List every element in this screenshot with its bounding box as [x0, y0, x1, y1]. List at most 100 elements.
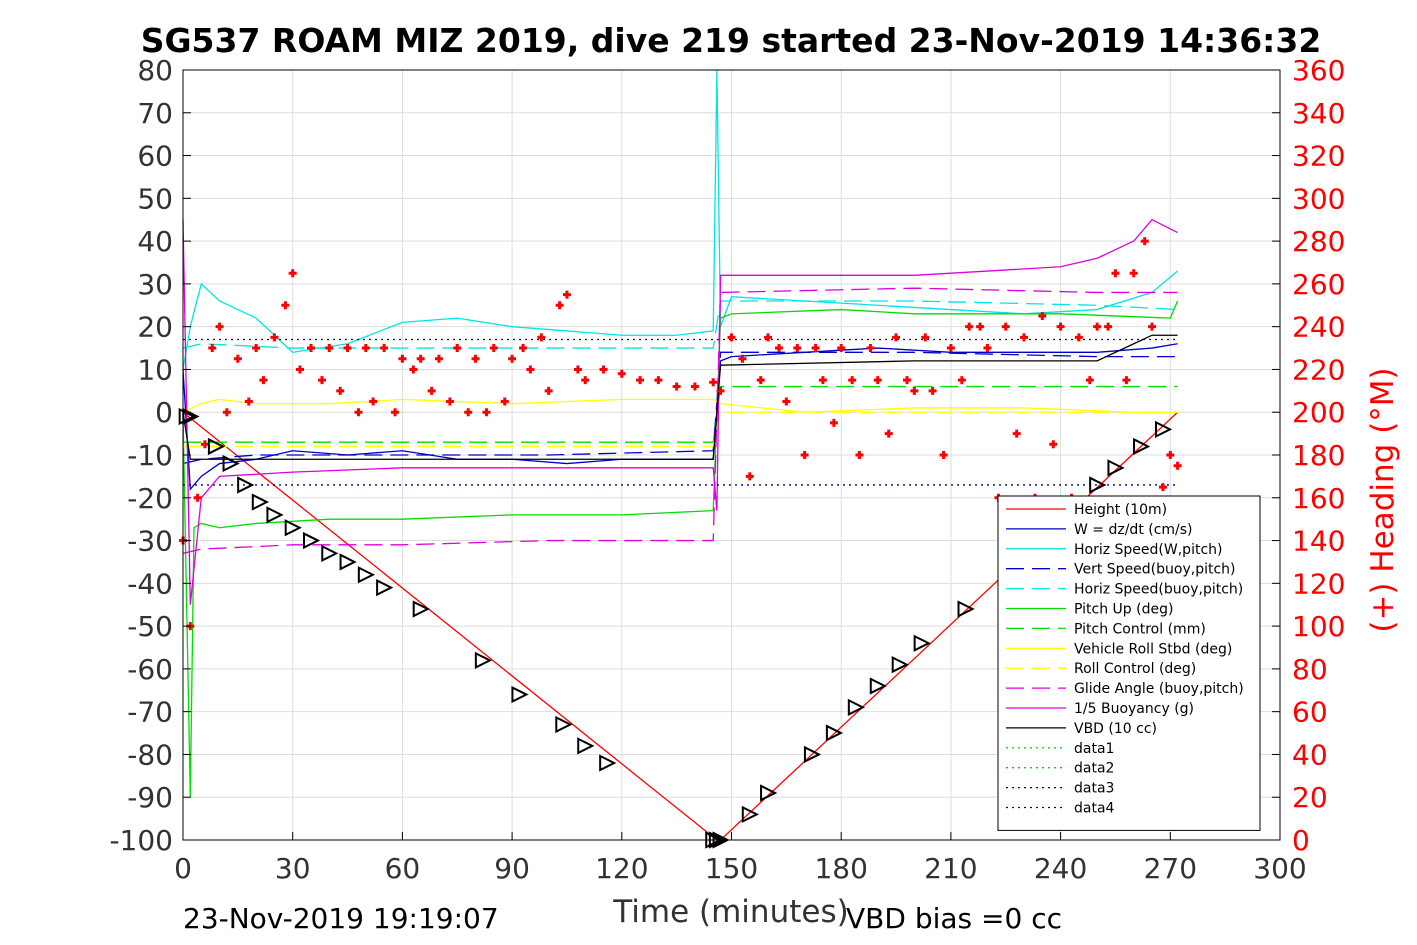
legend-label: data2: [1074, 761, 1114, 777]
y-tick-label: -10: [127, 439, 173, 472]
y2-tick-label: 300: [1292, 182, 1345, 215]
heading-point: [317, 376, 326, 385]
y2-tick-label: 100: [1292, 610, 1345, 643]
heading-point: [208, 344, 217, 353]
y2-tick-label: 120: [1292, 567, 1345, 600]
heading-point: [508, 354, 517, 363]
heading-point: [336, 386, 345, 395]
heading-point: [829, 418, 838, 427]
series-line: [183, 411, 1178, 448]
heading-point: [599, 365, 608, 374]
x-tick-label: 30: [275, 852, 311, 885]
pressure-sample-point: [869, 677, 888, 695]
legend-label: W = dz/dt (cm/s): [1074, 522, 1193, 538]
heading-point: [1129, 269, 1138, 278]
y2-tick-label: 140: [1292, 525, 1345, 558]
heading-point: [306, 344, 315, 353]
heading-point: [636, 376, 645, 385]
heading-point: [222, 408, 231, 417]
heading-point: [1093, 322, 1102, 331]
heading-point: [270, 333, 279, 342]
series-line: [182, 69, 1179, 370]
pressure-sample-point: [1133, 437, 1151, 456]
pressure-sample-point: [302, 531, 321, 550]
heading-point: [1158, 483, 1167, 492]
heading-point: [848, 376, 857, 385]
heading-point: [837, 344, 846, 353]
heading-point: [855, 451, 864, 459]
x-tick-label: 180: [814, 852, 867, 885]
y-tick-label: -20: [127, 482, 173, 515]
heading-point: [957, 376, 966, 385]
heading-point: [928, 386, 937, 395]
heading-point: [193, 493, 202, 502]
pressure-sample-point: [913, 634, 931, 652]
legend-label: VBD (10 cc): [1074, 721, 1157, 737]
y2-tick-label: 240: [1292, 311, 1345, 344]
y-tick-label: 70: [137, 97, 173, 130]
y2-tick-label: 320: [1292, 140, 1345, 173]
series-line: [183, 385, 1178, 443]
heading-point: [709, 378, 718, 387]
series-line: [182, 398, 1178, 413]
y-tick-labels-right: 0 20 40 60 80 100 120 140 160 180 200 220 240 260 280 3…: [1272, 54, 1345, 857]
heading-point: [1173, 461, 1182, 470]
legend-label: data1: [1074, 741, 1114, 757]
heading-point: [288, 269, 297, 278]
legend-box: [997, 495, 1261, 831]
y-tick-label: -90: [127, 781, 173, 814]
heading-point: [672, 382, 681, 391]
heading-point: [200, 440, 209, 449]
series-line: [182, 351, 1178, 465]
y2-tick-label: 0: [1292, 824, 1310, 857]
pressure-sample-point: [847, 698, 866, 717]
pressure-sample-point: [474, 651, 493, 669]
y-axis-label-right: (+) Heading (°M): [1365, 367, 1401, 632]
y-tick-label: -50: [127, 610, 173, 643]
legend: Height (10m) W = dz/dt (cm/s) Horiz Speed(…: [997, 495, 1261, 831]
heading-point: [398, 354, 407, 363]
pressure-sample-point: [1154, 420, 1173, 438]
y-tick-label: 30: [137, 268, 173, 301]
x-tick-labels: 0 30 60 90 120 150 180 210 240 270 300: [174, 832, 1307, 885]
y2-tick-label: 160: [1292, 482, 1345, 515]
heading-point: [581, 376, 590, 385]
pressure-sample-point: [251, 493, 270, 511]
heading-point: [1166, 451, 1175, 459]
heading-point: [343, 344, 352, 353]
y2-tick-label: 260: [1292, 268, 1345, 301]
heading-point: [800, 451, 809, 459]
heading-point: [1074, 333, 1083, 342]
heading-point: [354, 408, 363, 417]
heading-point: [793, 344, 802, 353]
heading-point: [380, 344, 389, 353]
legend-label: data3: [1074, 781, 1114, 797]
legend-label: 1/5 Buoyancy (g): [1074, 701, 1194, 717]
heading-point: [1020, 333, 1029, 342]
pressure-sample-point: [1107, 459, 1125, 477]
y2-tick-label: 280: [1292, 225, 1345, 258]
pressure-sample-point: [555, 715, 573, 734]
legend-label: Vert Speed(buoy,pitch): [1074, 562, 1236, 578]
heading-point: [1085, 376, 1094, 385]
heading-point: [1122, 376, 1131, 385]
heading-point: [391, 408, 400, 417]
heading-point: [764, 333, 773, 342]
y2-tick-label: 180: [1292, 439, 1345, 472]
y-tick-label: 20: [137, 311, 173, 344]
chart-title: SG537 ROAM MIZ 2019, dive 219 started 23…: [141, 21, 1322, 60]
y-tick-label: -70: [127, 696, 173, 729]
heading-point: [811, 344, 820, 353]
heading-point: [946, 344, 955, 353]
heading-point: [526, 365, 535, 374]
pressure-sample-point: [339, 553, 357, 571]
heading-point: [1038, 311, 1047, 320]
y2-tick-label: 20: [1292, 781, 1328, 814]
footer-timestamp: 23-Nov-2019 19:19:07: [183, 902, 499, 935]
heading-point: [1140, 237, 1149, 246]
legend-label: data4: [1074, 801, 1115, 817]
heading-point: [244, 397, 253, 406]
pressure-sample-point: [284, 519, 302, 537]
heading-point: [690, 382, 699, 391]
y-tick-label: 60: [137, 140, 173, 173]
